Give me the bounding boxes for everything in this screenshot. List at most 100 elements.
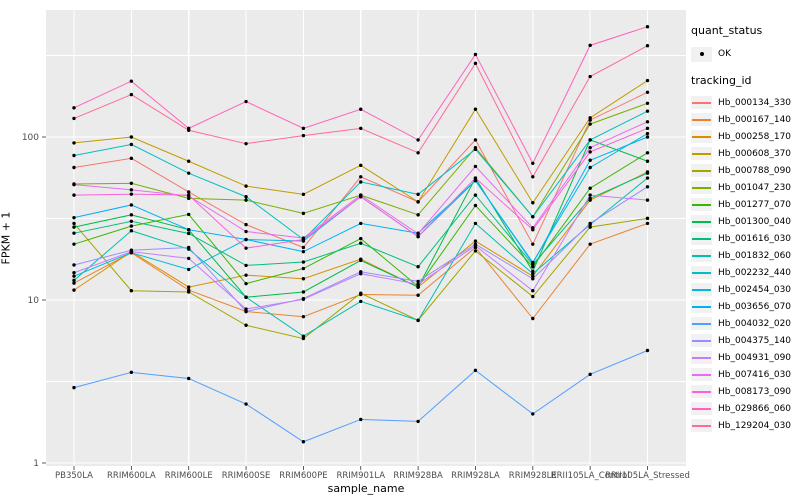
data-point bbox=[473, 107, 478, 111]
legend-label: Hb_004931_090 bbox=[718, 352, 792, 363]
legend-key-icon bbox=[691, 334, 712, 347]
data-point bbox=[72, 225, 76, 229]
legend-key-icon bbox=[691, 283, 712, 296]
data-point bbox=[645, 348, 650, 353]
data-point bbox=[473, 147, 478, 152]
legend-entry: Hb_001832_060 bbox=[691, 247, 799, 264]
data-point bbox=[187, 159, 191, 163]
data-point bbox=[588, 186, 592, 190]
data-point bbox=[129, 249, 134, 254]
data-point bbox=[645, 120, 650, 124]
data-point bbox=[72, 116, 76, 121]
legend: quant_status OK tracking_id Hb_000134_33… bbox=[691, 24, 799, 434]
data-point bbox=[473, 52, 478, 57]
data-point bbox=[187, 231, 191, 236]
data-point bbox=[129, 79, 134, 83]
x-tick-label: RRII105LA_Stressed bbox=[605, 471, 690, 481]
legend-key-icon bbox=[691, 402, 712, 415]
data-point bbox=[129, 219, 134, 223]
data-point bbox=[187, 128, 191, 132]
data-point bbox=[301, 249, 306, 254]
data-point bbox=[416, 279, 420, 284]
data-point bbox=[72, 231, 76, 235]
legend-label: Hb_007416_030 bbox=[718, 369, 792, 380]
legend-label: Hb_001832_060 bbox=[718, 250, 792, 261]
legend-key-icon bbox=[691, 351, 712, 364]
data-point bbox=[72, 242, 76, 246]
data-point bbox=[473, 138, 478, 142]
data-point bbox=[72, 106, 76, 110]
data-point bbox=[416, 285, 420, 289]
data-point bbox=[187, 193, 191, 197]
legend-key-icon bbox=[691, 113, 712, 126]
legend-key-icon bbox=[691, 232, 712, 245]
data-point bbox=[473, 176, 478, 180]
legend-label: Hb_000788_090 bbox=[718, 165, 792, 176]
data-point bbox=[588, 116, 592, 120]
data-point bbox=[359, 175, 363, 179]
data-point bbox=[645, 216, 650, 221]
data-point bbox=[72, 263, 76, 267]
data-point bbox=[645, 78, 650, 83]
legend-label: Hb_001277_070 bbox=[718, 199, 792, 210]
data-point bbox=[301, 126, 306, 131]
data-point bbox=[359, 180, 363, 184]
data-point bbox=[244, 141, 248, 146]
data-point bbox=[244, 295, 248, 299]
data-point bbox=[187, 285, 191, 289]
legend-label: Hb_000608_370 bbox=[718, 148, 792, 159]
data-point bbox=[244, 323, 248, 327]
data-point bbox=[588, 158, 592, 162]
data-point bbox=[359, 271, 363, 276]
data-point bbox=[416, 419, 420, 424]
data-point bbox=[645, 198, 650, 202]
data-point bbox=[645, 176, 650, 180]
data-point bbox=[72, 274, 76, 278]
legend-entry: Hb_002454_030 bbox=[691, 281, 799, 298]
legend-entry: Hb_008173_090 bbox=[691, 383, 799, 400]
data-point bbox=[129, 92, 134, 97]
legend-label: Hb_002454_030 bbox=[718, 284, 792, 295]
legend-label: Hb_004375_140 bbox=[718, 335, 792, 346]
data-point bbox=[244, 198, 248, 202]
x-tick-label: RRIM600LE bbox=[165, 471, 213, 481]
data-point bbox=[473, 203, 478, 208]
data-point bbox=[244, 184, 248, 188]
data-point bbox=[187, 196, 191, 201]
data-point bbox=[301, 336, 306, 341]
data-point bbox=[531, 269, 535, 273]
data-point bbox=[244, 246, 248, 250]
legend-entry: Hb_001300_040 bbox=[691, 213, 799, 230]
legend-entry: Hb_000258_170 bbox=[691, 128, 799, 145]
legend-entry: Hb_007416_030 bbox=[691, 366, 799, 383]
data-point bbox=[72, 288, 76, 292]
data-point bbox=[301, 260, 306, 264]
legend-key-icon bbox=[691, 147, 712, 160]
data-point bbox=[588, 193, 592, 197]
legend-entry: Hb_000134_330 bbox=[691, 94, 799, 111]
legend-entry: Hb_000167_140 bbox=[691, 111, 799, 128]
data-point bbox=[645, 44, 650, 48]
data-point bbox=[301, 297, 306, 301]
data-point bbox=[129, 142, 134, 147]
data-point bbox=[645, 101, 650, 105]
data-point bbox=[416, 265, 420, 269]
data-point bbox=[531, 274, 535, 278]
data-point bbox=[129, 203, 134, 207]
data-point bbox=[72, 165, 76, 170]
legend-key-icon bbox=[691, 300, 712, 313]
data-point bbox=[645, 109, 650, 113]
data-point bbox=[72, 281, 76, 285]
data-point bbox=[244, 307, 248, 311]
data-point bbox=[416, 138, 420, 142]
data-point bbox=[359, 291, 363, 295]
legend-label: Hb_002232_440 bbox=[718, 267, 792, 278]
data-point bbox=[187, 290, 191, 294]
data-point bbox=[531, 201, 535, 205]
data-point bbox=[359, 221, 363, 226]
data-point bbox=[588, 196, 592, 201]
data-point bbox=[129, 224, 134, 228]
legend-key-icon bbox=[691, 96, 712, 109]
legend-key-icon bbox=[691, 198, 712, 211]
